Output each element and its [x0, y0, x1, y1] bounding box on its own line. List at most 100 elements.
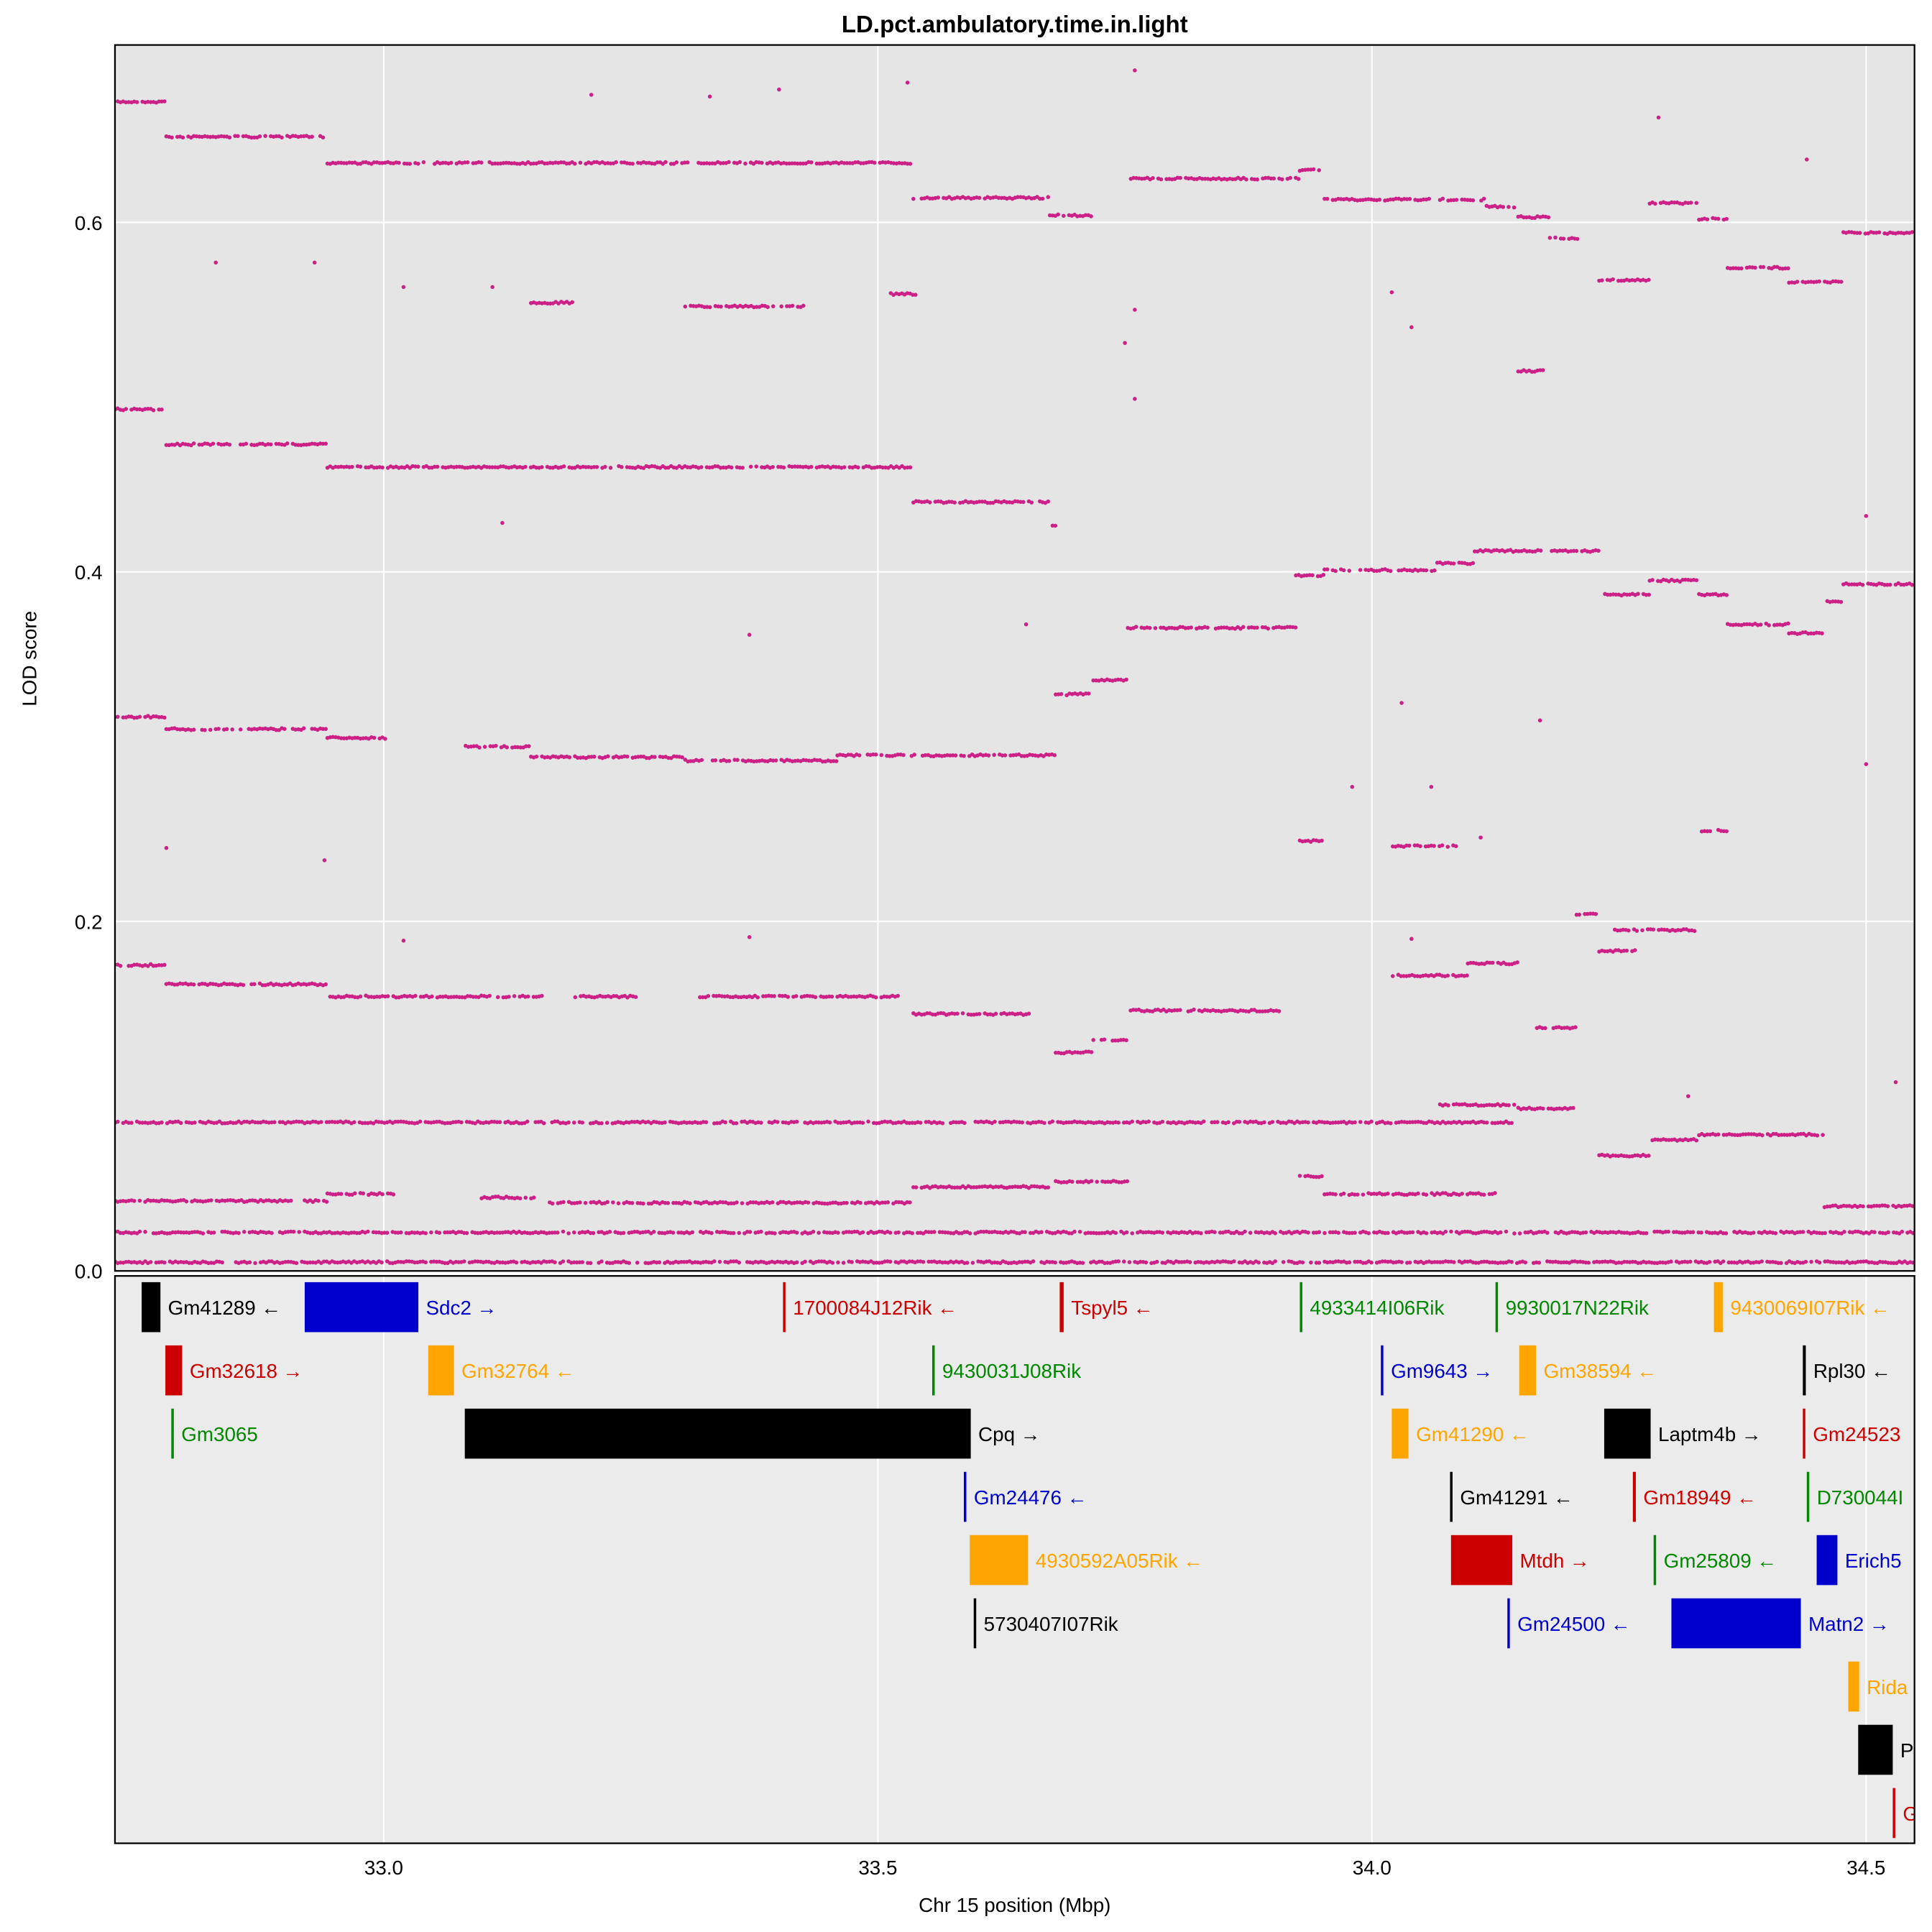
lod-point — [1317, 1261, 1322, 1265]
x-tick-label: 33.0 — [364, 1857, 403, 1879]
lod-point — [1523, 1260, 1528, 1265]
lod-point — [494, 1120, 500, 1124]
lod-point — [1042, 1121, 1046, 1126]
lod-point — [592, 754, 597, 759]
lod-point — [1222, 1008, 1226, 1013]
lod-point — [1501, 205, 1506, 209]
lod-point — [126, 1121, 131, 1125]
lod-point — [1821, 1133, 1825, 1137]
lod-point — [407, 1121, 412, 1125]
lod-point — [1478, 835, 1483, 840]
lod-point — [1029, 500, 1034, 505]
lod-point — [297, 1230, 302, 1234]
lod-point — [1577, 912, 1582, 917]
lod-point — [1089, 1050, 1094, 1054]
lod-point — [578, 160, 583, 165]
lod-point — [773, 758, 778, 763]
y-axis-label: LOD score — [18, 611, 40, 707]
lod-point — [397, 160, 401, 165]
gene-body — [1059, 1282, 1064, 1333]
lod-point — [227, 442, 232, 447]
lod-point — [1540, 368, 1545, 372]
lod-point — [333, 1120, 337, 1124]
lod-point — [1443, 1229, 1448, 1234]
lod-point — [1575, 236, 1580, 242]
gene-label: Gm9643 → — [1391, 1360, 1493, 1382]
lod-point — [1512, 1231, 1517, 1236]
gene-label: G — [1903, 1803, 1918, 1825]
lod-point — [443, 1261, 447, 1266]
lod-point — [955, 1011, 960, 1016]
lod-point — [1831, 599, 1835, 604]
lod-point — [1189, 625, 1193, 630]
lod-point — [477, 745, 482, 750]
lod-point — [747, 632, 752, 637]
lod-point — [1708, 829, 1712, 834]
lod-point — [1716, 1132, 1721, 1137]
lod-point — [490, 285, 494, 290]
lod-point — [285, 441, 290, 446]
lod-point — [1432, 1260, 1437, 1264]
lod-point — [663, 160, 668, 165]
lod-point — [1885, 1204, 1890, 1208]
lod-point — [570, 300, 574, 305]
lod-point — [525, 1119, 530, 1124]
lod-point — [1721, 1259, 1726, 1264]
lod-point — [1416, 1191, 1420, 1196]
lod-point — [1694, 1138, 1699, 1143]
lod-point — [224, 727, 229, 732]
lod-point — [1820, 631, 1824, 635]
lod-point — [267, 1259, 271, 1264]
lod-point — [321, 135, 326, 140]
lod-point — [1215, 1120, 1220, 1124]
lod-point — [592, 464, 597, 469]
lod-point — [1080, 1261, 1085, 1265]
lod-point — [730, 465, 734, 470]
lod-point — [1130, 1119, 1135, 1124]
lod-point — [1320, 838, 1324, 843]
lod-point — [211, 441, 216, 446]
lod-point — [1244, 177, 1248, 182]
lod-point — [1026, 1011, 1031, 1016]
gene-body — [783, 1282, 786, 1333]
gene-body — [1507, 1598, 1510, 1649]
lod-point — [1482, 1259, 1486, 1264]
lod-point — [1849, 582, 1854, 586]
lod-point — [1377, 198, 1382, 202]
lod-point — [1451, 561, 1456, 566]
gene-body — [142, 1282, 161, 1333]
lod-point — [573, 161, 577, 166]
lod-point — [1893, 1080, 1898, 1085]
lod-point — [706, 993, 711, 998]
lod-point — [1744, 622, 1749, 627]
lod-point — [1314, 1261, 1319, 1265]
lod-point — [1817, 279, 1821, 284]
gene-body — [1519, 1345, 1537, 1396]
lod-point — [1571, 1105, 1576, 1110]
lod-point — [372, 735, 377, 740]
lod-point — [321, 1259, 326, 1264]
lod-point — [1133, 625, 1138, 629]
lod-point — [341, 736, 346, 740]
lod-point — [1380, 1259, 1385, 1264]
lod-point — [193, 1121, 197, 1125]
lod-point — [531, 1195, 536, 1200]
lod-point — [236, 134, 240, 139]
lod-point — [134, 100, 139, 104]
lod-point — [1021, 500, 1026, 505]
lod-point — [1522, 215, 1526, 220]
lod-point — [1353, 1120, 1357, 1125]
lod-point — [1070, 1179, 1075, 1184]
lod-point — [437, 1230, 442, 1235]
lod-point — [195, 1199, 200, 1203]
lod-point — [816, 1259, 821, 1264]
lod-point — [446, 1230, 450, 1235]
lod-point — [580, 1121, 585, 1125]
lod-point — [970, 1261, 975, 1265]
lod-point — [191, 727, 196, 732]
lod-point — [1647, 1154, 1651, 1158]
gene-body — [1450, 1471, 1453, 1522]
lod-point — [321, 727, 326, 731]
lod-point — [162, 1260, 167, 1265]
lod-point — [578, 1200, 582, 1205]
